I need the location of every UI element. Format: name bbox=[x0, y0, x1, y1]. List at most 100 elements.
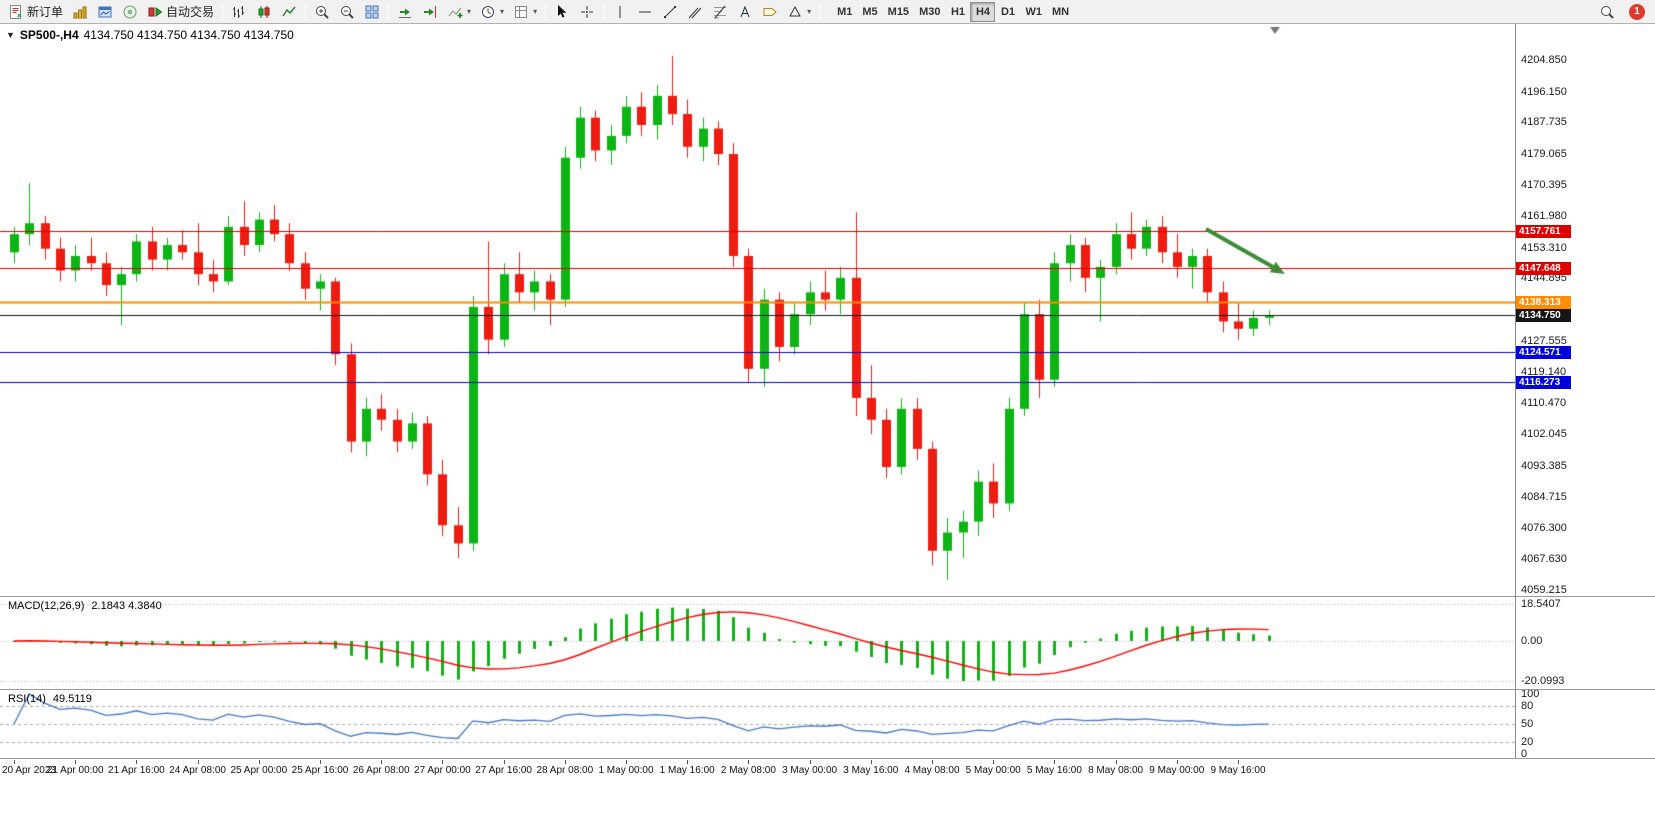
new-order-icon bbox=[10, 4, 22, 19]
time-axis-label: 24 Apr 08:00 bbox=[169, 765, 226, 776]
time-tick bbox=[871, 760, 872, 764]
time-axis-label: 9 May 00:00 bbox=[1149, 765, 1205, 776]
profiles-button[interactable] bbox=[93, 1, 117, 22]
search-button[interactable] bbox=[1595, 1, 1619, 22]
time-tick bbox=[259, 760, 260, 764]
horizontal-line-icon bbox=[639, 11, 652, 12]
shapes-icon bbox=[789, 5, 801, 16]
price-axis-label: 4084.715 bbox=[1521, 491, 1567, 504]
auto-scroll-button[interactable] bbox=[393, 1, 417, 22]
trendline-icon bbox=[664, 5, 677, 18]
notification-badge[interactable]: 1 bbox=[1629, 3, 1645, 20]
cursor-button[interactable] bbox=[550, 1, 574, 22]
time-tick bbox=[14, 760, 15, 764]
timeframe-w1[interactable]: W1 bbox=[1020, 2, 1047, 22]
time-tick bbox=[136, 760, 137, 764]
macd-canvas[interactable] bbox=[0, 597, 1515, 689]
rsi-name: RSI(14) bbox=[8, 693, 46, 705]
time-tick bbox=[1116, 760, 1117, 764]
fibonacci-button[interactable] bbox=[708, 1, 732, 22]
candlestick-icon bbox=[258, 5, 270, 18]
price-axis-label: 4102.045 bbox=[1521, 428, 1567, 441]
axis-border bbox=[1515, 24, 1516, 759]
time-tick bbox=[810, 760, 811, 764]
timeframe-h1[interactable]: H1 bbox=[945, 2, 970, 22]
horizontal-line-button[interactable] bbox=[633, 1, 657, 22]
macd-axis-label: 0.00 bbox=[1521, 635, 1543, 647]
line-chart-button[interactable] bbox=[277, 1, 301, 22]
text-button[interactable] bbox=[733, 1, 757, 22]
shapes-button[interactable]: ▾ bbox=[783, 1, 815, 22]
channel-button[interactable] bbox=[683, 1, 707, 22]
timeframe-m30[interactable]: M30 bbox=[914, 2, 945, 22]
price-axis-label: 4204.850 bbox=[1521, 54, 1567, 66]
toolbar: 新订单 自动交易 ▾ ▾ bbox=[0, 0, 1655, 24]
timeframe-mn[interactable]: MN bbox=[1047, 2, 1074, 22]
vertical-line-button[interactable] bbox=[608, 1, 632, 22]
periods-button[interactable]: ▾ bbox=[476, 1, 508, 22]
pane-separator[interactable] bbox=[0, 758, 1655, 759]
rsi-axis-label: 100 bbox=[1521, 688, 1540, 700]
timeframe-m1[interactable]: M1 bbox=[832, 2, 857, 22]
time-axis-label: 5 May 00:00 bbox=[965, 765, 1021, 776]
rsi-canvas[interactable] bbox=[0, 690, 1515, 758]
timeframe-m5[interactable]: M5 bbox=[857, 2, 882, 22]
price-level-tag: 4116.273 bbox=[1516, 375, 1571, 389]
macd-name: MACD(12,26,9) bbox=[8, 600, 85, 612]
toolbar-right: 1 bbox=[1595, 1, 1651, 22]
timeframe-d1[interactable]: D1 bbox=[995, 2, 1020, 22]
tile-windows-button[interactable] bbox=[360, 1, 384, 22]
time-axis-label: 2 May 08:00 bbox=[720, 765, 776, 776]
time-axis-label: 9 May 16:00 bbox=[1210, 765, 1266, 776]
templates-button[interactable]: ▾ bbox=[509, 1, 541, 22]
pane-separator[interactable] bbox=[0, 596, 1655, 597]
community-button[interactable] bbox=[118, 1, 142, 22]
toolbar-separator bbox=[545, 3, 547, 20]
zoom-out-button[interactable] bbox=[335, 1, 359, 22]
indicators-icon bbox=[448, 7, 463, 18]
indicators-button[interactable]: ▾ bbox=[443, 1, 475, 22]
timeframe-h4[interactable]: H4 bbox=[970, 1, 996, 22]
tile-windows-icon bbox=[365, 5, 379, 18]
zoom-in-icon bbox=[316, 5, 329, 19]
price-axis-label: 4144.895 bbox=[1521, 272, 1567, 285]
new-order-button[interactable]: 新订单 bbox=[4, 1, 67, 22]
ohlc-values: 4134.750 4134.750 4134.750 4134.750 bbox=[83, 28, 294, 42]
crosshair-button[interactable] bbox=[575, 1, 599, 22]
chart-window: ▼ SP500-,H4 4134.750 4134.750 4134.750 4… bbox=[0, 24, 1655, 828]
channel-icon bbox=[688, 7, 702, 18]
rsi-label: RSI(14) 49.5119 bbox=[8, 693, 92, 705]
time-axis-label: 8 May 08:00 bbox=[1088, 765, 1144, 776]
symbol-period-label: SP500-,H4 bbox=[19, 28, 79, 42]
text-label-button[interactable] bbox=[758, 1, 782, 22]
chevron-down-icon: ▾ bbox=[500, 7, 505, 16]
bar-chart-button[interactable] bbox=[227, 1, 251, 22]
time-axis-label: 26 Apr 08:00 bbox=[352, 765, 410, 776]
price-axis-label: 4067.630 bbox=[1521, 553, 1567, 566]
time-axis-label: 27 Apr 16:00 bbox=[475, 765, 532, 776]
time-tick bbox=[75, 760, 76, 764]
price-level-tag: 4124.571 bbox=[1516, 345, 1571, 359]
time-tick bbox=[1238, 760, 1239, 764]
chart-menu-icon[interactable]: ▼ bbox=[6, 30, 15, 40]
macd-label: MACD(12,26,9) 2.1843 4.3840 bbox=[8, 600, 162, 612]
zoom-in-button[interactable] bbox=[310, 1, 334, 22]
chart-title: ▼ SP500-,H4 4134.750 4134.750 4134.750 4… bbox=[6, 28, 294, 42]
price-axis[interactable]: 4204.850 4196.150 4187.735 4179.065 4170.395… bbox=[1516, 24, 1655, 828]
time-axis-label: 28 Apr 08:00 bbox=[536, 765, 594, 776]
timeframe-m15[interactable]: M15 bbox=[883, 2, 914, 22]
templates-icon bbox=[515, 5, 528, 18]
price-axis-label: 4059.215 bbox=[1521, 584, 1567, 596]
main-chart-canvas[interactable] bbox=[0, 24, 1515, 596]
trendline-button[interactable] bbox=[658, 1, 682, 22]
chart-shift-button[interactable] bbox=[418, 1, 442, 22]
toolbar-separator bbox=[222, 3, 224, 20]
rsi-axis-label: 80 bbox=[1521, 700, 1534, 712]
candlestick-chart-button[interactable] bbox=[252, 1, 276, 22]
chevron-down-icon: ▾ bbox=[533, 7, 538, 16]
charts-button[interactable] bbox=[68, 1, 92, 22]
text-icon bbox=[740, 5, 750, 17]
time-axis[interactable]: 20 Apr 2023 21 Apr 00:00 21 Apr 16:00 24 Ap… bbox=[0, 759, 1515, 789]
autotrading-button[interactable]: 自动交易 bbox=[143, 1, 218, 22]
pane-separator[interactable] bbox=[0, 689, 1655, 690]
